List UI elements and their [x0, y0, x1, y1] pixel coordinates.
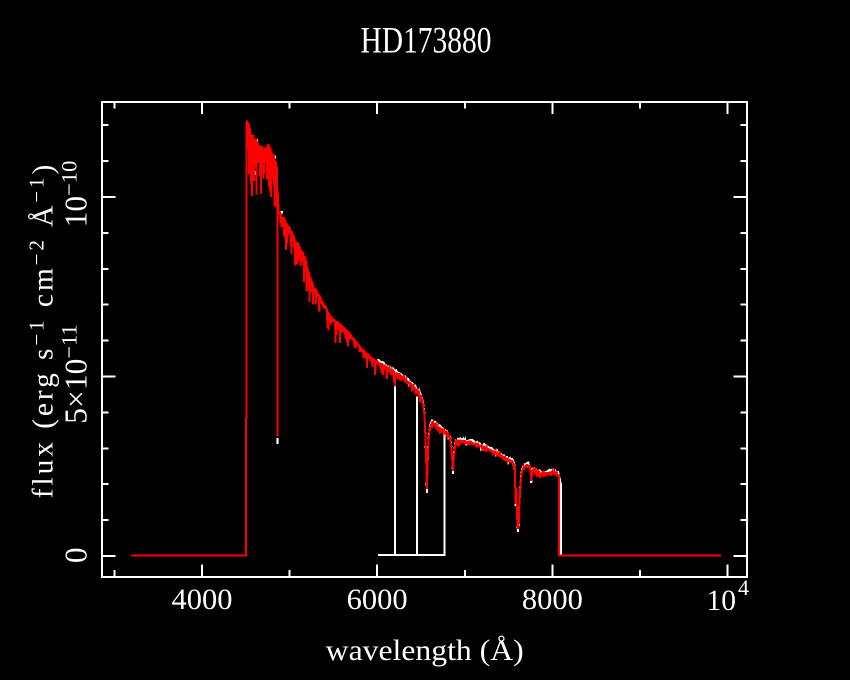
svg-text:wavelength (Å): wavelength (Å)	[326, 635, 524, 667]
svg-text:6000: 6000	[347, 584, 408, 616]
svg-text:0: 0	[59, 547, 94, 563]
svg-text:HD173880: HD173880	[361, 21, 492, 62]
svg-text:4000: 4000	[172, 584, 233, 616]
svg-text:8000: 8000	[522, 584, 583, 616]
